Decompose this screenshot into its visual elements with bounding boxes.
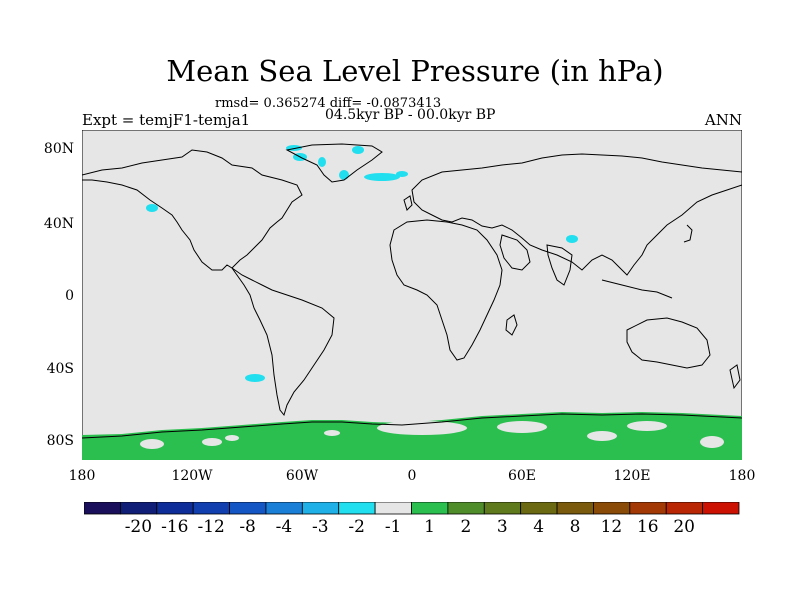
colorbar-swatch: [265, 502, 303, 515]
colorbar-label: 12: [600, 517, 623, 537]
experiment-label: Expt = temjF1-temja1: [82, 111, 251, 129]
lat-label-40s: 40S: [46, 361, 74, 377]
colorbar-label: -2: [348, 517, 365, 537]
lon-label-120e: 120E: [613, 468, 651, 484]
colorbar-label: 3: [496, 517, 508, 537]
lat-label-80s: 80S: [46, 433, 74, 449]
lon-label-180e: 180: [728, 468, 756, 484]
lon-label-120w: 120W: [171, 468, 213, 484]
colorbar-swatch: [192, 502, 230, 515]
lon-label-0: 0: [407, 468, 417, 484]
antarctic-positive-anomaly: [82, 412, 742, 460]
colorbar-swatch: [702, 502, 740, 515]
colorbar-swatch: [593, 502, 631, 515]
colorbar-label: -16: [161, 517, 189, 537]
lon-label-60w: 60W: [285, 468, 319, 484]
colorbar-label: -1: [384, 517, 402, 537]
stats-text: rmsd= 0.365274 diff= -0.0873413: [215, 96, 442, 111]
colorbar-swatch: [156, 502, 194, 515]
colorbar-label: 20: [673, 517, 695, 537]
colorbar-swatch: [629, 502, 667, 515]
lon-label-60e: 60E: [507, 468, 537, 484]
colorbar-swatch: [665, 502, 704, 515]
colorbar-swatch: [84, 502, 121, 515]
colorbar-swatch: [301, 502, 340, 515]
colorbar-swatch: [119, 502, 158, 515]
colorbar-label: 8: [569, 517, 581, 537]
map-title: Mean Sea Level Pressure (in hPa): [166, 54, 664, 88]
colorbar-swatch: [411, 502, 449, 515]
map-panel: [82, 130, 742, 460]
period-text: 04.5kyr BP - 00.0kyr BP: [325, 107, 496, 123]
colorbar-swatch: [338, 502, 376, 515]
coastlines: [82, 143, 742, 439]
lon-label-180w: 180: [68, 468, 96, 484]
colorbar-label: 4: [533, 517, 545, 537]
colorbar-swatch: [483, 502, 522, 515]
season-label: ANN: [704, 111, 742, 129]
colorbar-swatch: [556, 502, 594, 515]
colorbar-label: -8: [239, 517, 256, 537]
colorbar-label: -12: [197, 517, 225, 537]
colorbar: [84, 502, 740, 515]
lat-label-0: 0: [65, 288, 74, 304]
map-background: [82, 130, 742, 460]
lat-label-40n: 40N: [43, 216, 74, 232]
colorbar-swatch: [520, 502, 558, 515]
colorbar-label: -3: [312, 517, 329, 537]
lat-label-80n: 80N: [43, 141, 74, 157]
colorbar-label: 1: [424, 517, 435, 537]
colorbar-swatch: [229, 502, 267, 515]
colorbar-swatch: [374, 502, 412, 515]
colorbar-label: -4: [275, 517, 293, 537]
colorbar-label: 16: [636, 517, 659, 537]
colorbar-swatch: [447, 502, 485, 515]
colorbar-label: 2: [460, 517, 472, 537]
colorbar-label: -20: [124, 517, 153, 537]
